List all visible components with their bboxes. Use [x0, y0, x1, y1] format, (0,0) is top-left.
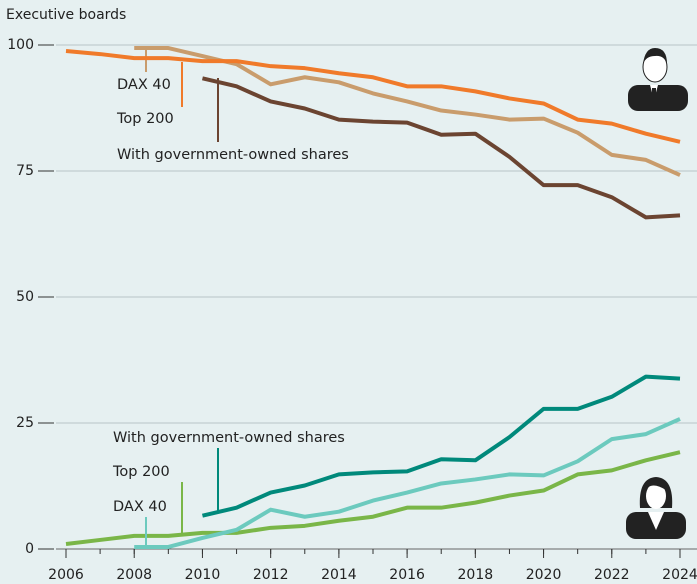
series-line [201, 374, 681, 518]
series-label: DAX 40 [117, 77, 171, 93]
woman-icon [626, 477, 686, 539]
x-tick-label: 2010 [185, 567, 221, 583]
y-axis-label: Executive boards [6, 7, 126, 23]
series-label: With government-owned shares [117, 147, 349, 163]
x-tick-label: 2022 [594, 567, 630, 583]
series-line [65, 450, 681, 546]
x-tick-label: 2018 [458, 567, 494, 583]
series-line [201, 76, 681, 220]
y-tick-label: 75 [16, 163, 34, 179]
series-label: DAX 40 [113, 499, 167, 515]
series-line [65, 49, 681, 144]
y-tick-label: 100 [7, 37, 34, 53]
x-tick-label: 2012 [253, 567, 289, 583]
y-tick-label: 50 [16, 289, 34, 305]
x-tick-label: 2014 [321, 567, 357, 583]
series-label: Top 200 [116, 111, 174, 127]
x-tick-label: 2024 [662, 567, 697, 583]
series-label: With government-owned shares [113, 430, 345, 446]
man-icon [628, 48, 688, 111]
x-tick-label: 2006 [48, 567, 84, 583]
y-tick-label: 0 [25, 541, 34, 557]
x-tick-label: 2016 [389, 567, 425, 583]
series-line [134, 417, 681, 549]
series-label: Top 200 [112, 464, 170, 480]
x-tick-label: 2020 [526, 567, 562, 583]
x-tick-label: 2008 [116, 567, 152, 583]
y-tick-label: 25 [16, 415, 34, 431]
